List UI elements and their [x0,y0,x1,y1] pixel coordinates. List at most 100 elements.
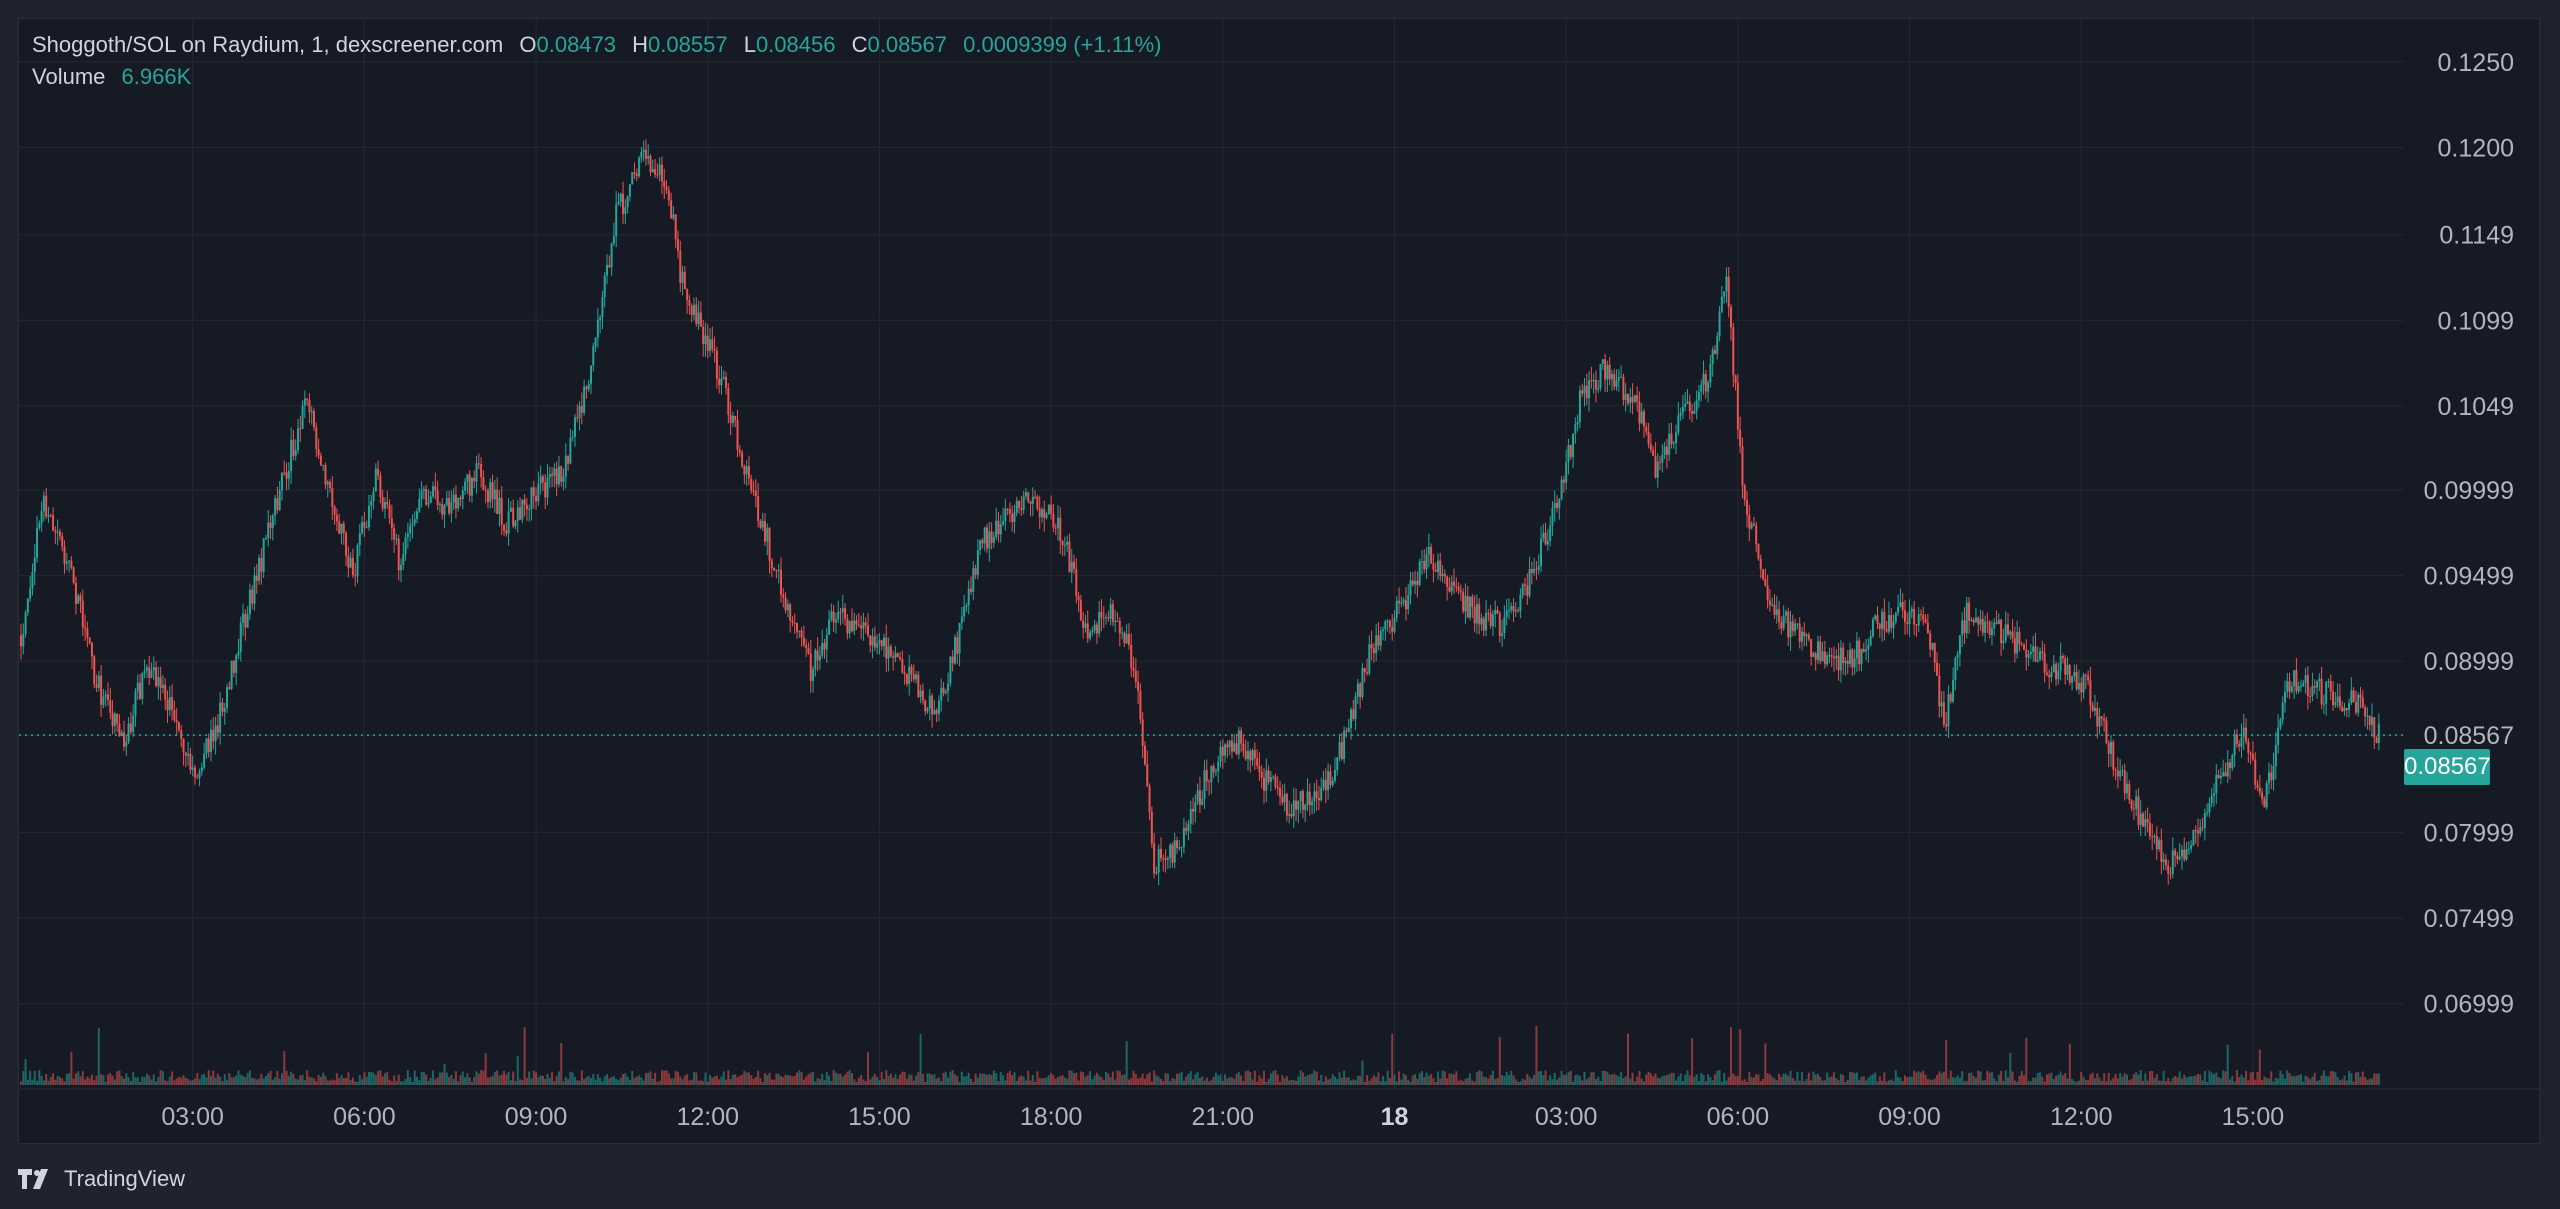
candle-body [711,339,714,350]
volume-bar [2096,1073,2099,1085]
candle-body [610,243,613,268]
volume-bar [2183,1074,2186,1085]
candle-body [2121,770,2124,772]
candle-body [1219,746,1222,762]
candle-body [434,486,437,491]
candle-body [1894,612,1897,622]
volume-bar [38,1070,41,1085]
candle-body [1878,624,1881,629]
time-axis[interactable]: 03:00 06:00 09:00 12:00 15:00 18:00 21:00 18 03:… [19,1088,2541,1131]
candle-body [264,537,267,539]
volume-bar [990,1075,993,1085]
candle-body [1931,643,1934,650]
volume-bar [2167,1077,2170,1085]
volume-bar [1228,1076,1231,1085]
candle-body [1478,604,1481,625]
volume-bar [496,1070,499,1085]
candle-body [944,691,947,694]
volume-bar [207,1070,210,1085]
candle-body [2068,665,2071,683]
candle-body [1860,648,1863,665]
volume-bar [1560,1070,1563,1085]
volume-bar [1084,1076,1087,1085]
candle-body [718,378,721,386]
candle-body [1180,847,1183,849]
volume-bar [1878,1076,1881,1085]
candle-body [1182,828,1185,848]
volume-bar [1773,1078,1776,1085]
candle-body [1242,743,1245,751]
candle-body [583,386,586,413]
candle-body [420,490,423,499]
candle-body [1528,568,1531,596]
candle-body [1565,462,1568,483]
candle-body [2151,836,2154,838]
volume-bar [516,1055,519,1085]
price-chart[interactable]: 0.12500.12000.11490.10990.10490.099990.0… [19,19,2541,1145]
candle-body [1162,858,1165,860]
chart-frame[interactable]: 0.1250 0.1200 0.1149 0.1099 0.1049 0.09999 0.0… [18,18,2541,1145]
candle-body [2201,827,2204,829]
volume-bar [2329,1071,2332,1085]
volume-bar [1395,1081,1398,1085]
candle-body [656,174,659,176]
candle-body [2011,631,2014,639]
candle-body [1498,613,1501,636]
volume-bar [1006,1072,1009,1085]
volume-bar [1679,1073,1682,1085]
volume-bar [1711,1080,1714,1085]
volume-bar [2000,1070,2003,1085]
volume-bar [853,1079,856,1085]
volume-bar [68,1073,71,1085]
candle-body [1757,544,1760,559]
candle-body [1244,750,1247,760]
volume-label[interactable]: Volume [32,64,106,89]
volume-bar [1306,1075,1309,1085]
volume-bar [752,1078,755,1085]
candle-body [283,472,286,474]
volume-bar [713,1076,716,1085]
volume-bar [1443,1071,1446,1085]
volume-bar [2164,1081,2167,1085]
symbol-title[interactable]: Shoggoth/SOL on Raydium, 1, dexscreener.… [32,32,504,57]
candle-body [754,490,757,497]
candle-body [152,667,155,671]
volume-bar [571,1072,574,1085]
volume-bar [509,1080,512,1085]
candle-body [1675,432,1678,444]
tradingview-logo[interactable]: TradingView [18,1166,185,1192]
time-tick-label: 06:00 [1707,1103,1770,1131]
volume-bar [1347,1077,1350,1085]
candle-body [635,173,638,177]
volume-bar [1789,1070,1792,1085]
volume-bar [910,1074,913,1085]
candle-body [319,455,322,466]
candle-body [1995,622,1998,624]
candle-body [894,653,897,658]
volume-bar [1436,1071,1439,1085]
volume-bar [850,1073,853,1085]
volume-bar [612,1076,615,1085]
candle-body [2354,702,2357,713]
volume-bar [152,1074,155,1085]
volume-bar [1828,1077,1831,1085]
volume-bar [1681,1081,1684,1085]
candle-body [2341,706,2344,712]
candle-body [1519,595,1522,612]
volume-bar [409,1077,412,1085]
candle-body [1066,541,1069,545]
volume-bar [715,1075,718,1085]
volume-bar [86,1076,89,1085]
candle-body [1228,740,1231,748]
candle-body [555,468,558,485]
volume-bar [113,1079,116,1085]
volume-bar [1040,1078,1043,1085]
candle-body [379,475,382,498]
volume-bar [269,1070,272,1085]
volume-bar [402,1081,405,1085]
candle-body [1974,617,1977,623]
candle-body [752,490,755,492]
volume-bar [1375,1077,1378,1085]
price-axis[interactable]: 0.12500.12000.11490.10990.10490.099990.0… [2424,49,2514,1019]
candle-body [1981,618,1984,633]
